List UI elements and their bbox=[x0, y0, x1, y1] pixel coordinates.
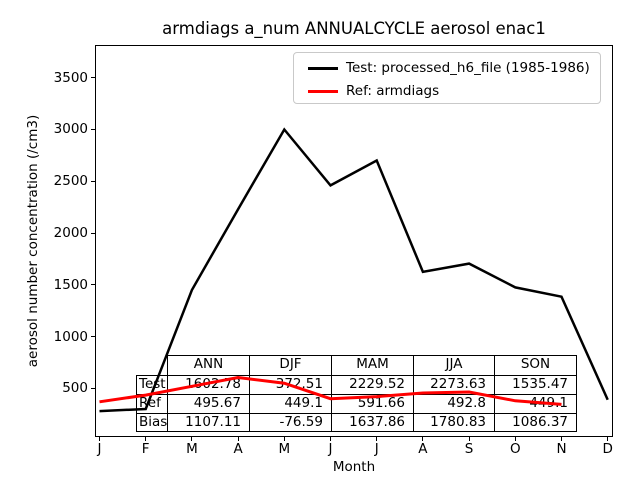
table-cell: 1637.86 bbox=[331, 413, 414, 432]
x-tick-mark bbox=[237, 437, 239, 441]
table-row-label: Bias bbox=[136, 413, 168, 432]
x-tick-mark bbox=[145, 437, 147, 441]
y-tick-label: 2500 bbox=[53, 173, 88, 190]
table-cell: 372.51 bbox=[249, 375, 332, 395]
x-tick-label: A bbox=[418, 441, 428, 457]
x-tick-label: N bbox=[556, 441, 567, 457]
legend-entry: Ref: armdiags bbox=[294, 79, 600, 103]
legend-entry: Test: processed_h6_file (1985-1986) bbox=[294, 56, 600, 80]
x-tick-mark bbox=[514, 437, 516, 441]
x-tick-label: M bbox=[278, 441, 291, 457]
table-header-cell: MAM bbox=[331, 355, 414, 376]
y-tick-label: 2000 bbox=[53, 225, 88, 242]
y-tick-label: 1500 bbox=[53, 276, 88, 293]
x-tick-label: D bbox=[602, 441, 613, 457]
x-tick-mark bbox=[607, 437, 609, 441]
y-tick-mark bbox=[91, 284, 95, 286]
x-tick-label: J bbox=[374, 441, 379, 457]
x-tick-mark bbox=[283, 437, 285, 441]
x-tick-mark bbox=[99, 437, 100, 441]
x-tick-mark bbox=[330, 437, 331, 441]
x-tick-mark bbox=[468, 437, 470, 441]
x-tick-label: A bbox=[233, 441, 243, 457]
x-tick-mark bbox=[191, 437, 193, 441]
x-tick-label: O bbox=[509, 441, 521, 457]
table-cell: 1107.11 bbox=[167, 413, 250, 432]
x-tick-mark bbox=[376, 437, 378, 441]
table-row-label: Ref bbox=[136, 394, 168, 414]
table-header-cell: ANN bbox=[167, 355, 250, 376]
y-tick-label: 3500 bbox=[53, 69, 88, 86]
table-cell: 449.1 bbox=[249, 394, 332, 414]
table-cell: 591.66 bbox=[331, 394, 414, 414]
table-header-cell: DJF bbox=[249, 355, 332, 376]
y-tick-label: 500 bbox=[62, 380, 88, 397]
y-tick-mark bbox=[91, 336, 95, 338]
table-header-cell: SON bbox=[494, 355, 577, 376]
y-tick-label: 1000 bbox=[53, 328, 88, 345]
x-tick-mark bbox=[422, 437, 424, 441]
table-cell: 2229.52 bbox=[331, 375, 414, 395]
table-cell: 1780.83 bbox=[413, 413, 495, 432]
ref-series-line-swatch bbox=[308, 90, 338, 93]
table-cell: 1602.78 bbox=[167, 375, 250, 395]
table-cell: 495.67 bbox=[167, 394, 250, 414]
table-cell: 1086.37 bbox=[494, 413, 577, 432]
x-axis-label: Month bbox=[332, 459, 376, 475]
x-tick-label: M bbox=[186, 441, 198, 457]
legend-label: Ref: armdiags bbox=[346, 83, 440, 99]
table-row-label: Test bbox=[136, 375, 168, 395]
legend-label: Test: processed_h6_file (1985-1986) bbox=[346, 60, 590, 76]
table-cell: 2273.63 bbox=[413, 375, 495, 395]
y-tick-mark bbox=[91, 180, 95, 182]
x-tick-label: S bbox=[464, 441, 474, 457]
test-series-line-swatch bbox=[308, 67, 338, 70]
y-tick-mark bbox=[91, 128, 95, 130]
y-tick-mark bbox=[91, 77, 95, 79]
x-tick-label: F bbox=[141, 441, 150, 457]
table-cell: -76.59 bbox=[249, 413, 332, 432]
legend-box: Test: processed_h6_file (1985-1986) Ref: … bbox=[293, 52, 601, 104]
x-tick-label: J bbox=[97, 441, 102, 457]
y-tick-mark bbox=[91, 387, 95, 389]
x-tick-mark bbox=[561, 437, 562, 441]
x-tick-label: J bbox=[328, 441, 333, 457]
table-cell: 1535.47 bbox=[494, 375, 577, 395]
table-cell: 492.8 bbox=[413, 394, 495, 414]
y-tick-label: 3000 bbox=[53, 121, 88, 138]
table-header-cell: JJA bbox=[413, 355, 495, 376]
y-tick-mark bbox=[91, 232, 95, 234]
chart-title: armdiags a_num ANNUALCYCLE aerosol enac1 bbox=[162, 19, 546, 38]
table-cell: 449.1 bbox=[494, 394, 577, 414]
